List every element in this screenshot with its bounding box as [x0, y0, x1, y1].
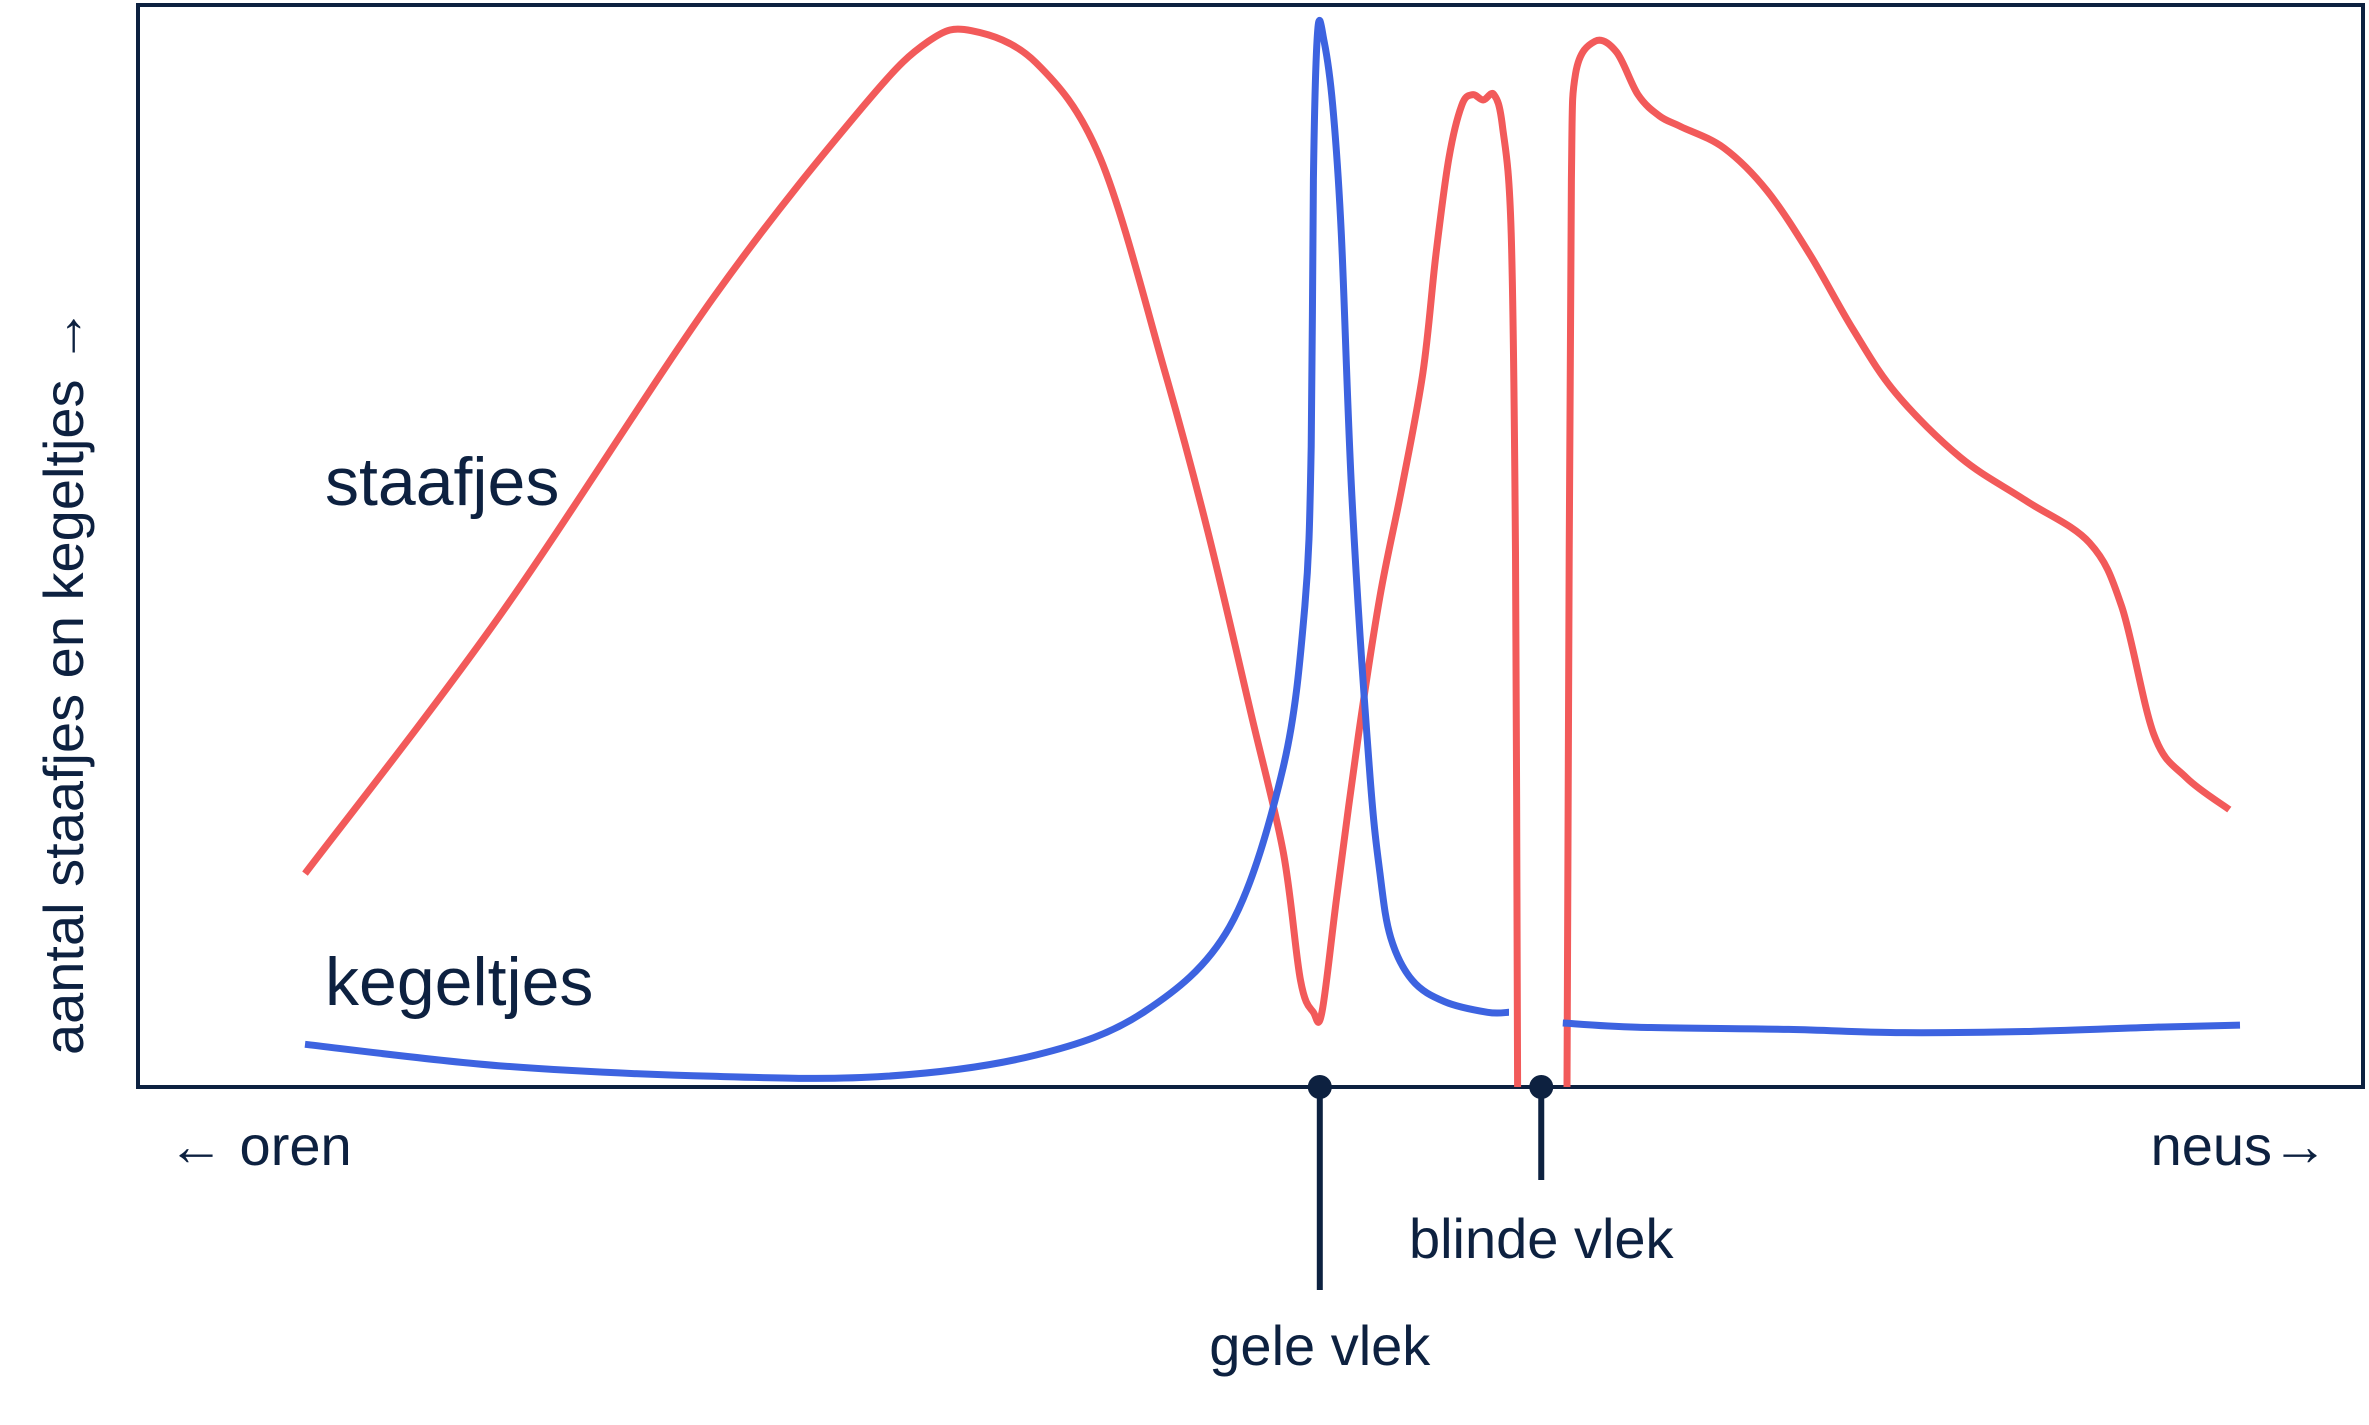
plot-frame	[136, 3, 2365, 1089]
marker-label-blinde-vlek: blinde vlek	[1409, 1207, 1675, 1270]
series-line-kegeltjes-segment-2	[1562, 1019, 2241, 1037]
series-layer	[302, 17, 2241, 1088]
series-label-staafjes: staafjes	[325, 444, 559, 520]
x-axis-left-label: ← oren	[168, 1114, 352, 1177]
marker-dot-blinde-vlek	[1529, 1075, 1554, 1099]
marker-dot-gele-vlek	[1307, 1075, 1332, 1099]
series-line-staafjes-segment-1	[302, 25, 1522, 1088]
series-line-staafjes-segment-2	[1563, 36, 2232, 1088]
series-label-kegeltjes: kegeltjes	[325, 944, 593, 1020]
marker-label-gele-vlek: gele vlek	[1209, 1314, 1431, 1377]
series-line-kegeltjes-segment-1	[304, 17, 1510, 1082]
marker-layer: gele vlek blinde vlek	[1209, 1075, 1675, 1377]
y-axis-label: aantal staafjes en kegeltjes →	[32, 308, 95, 1055]
x-axis-right-label: neus→	[2151, 1114, 2328, 1177]
